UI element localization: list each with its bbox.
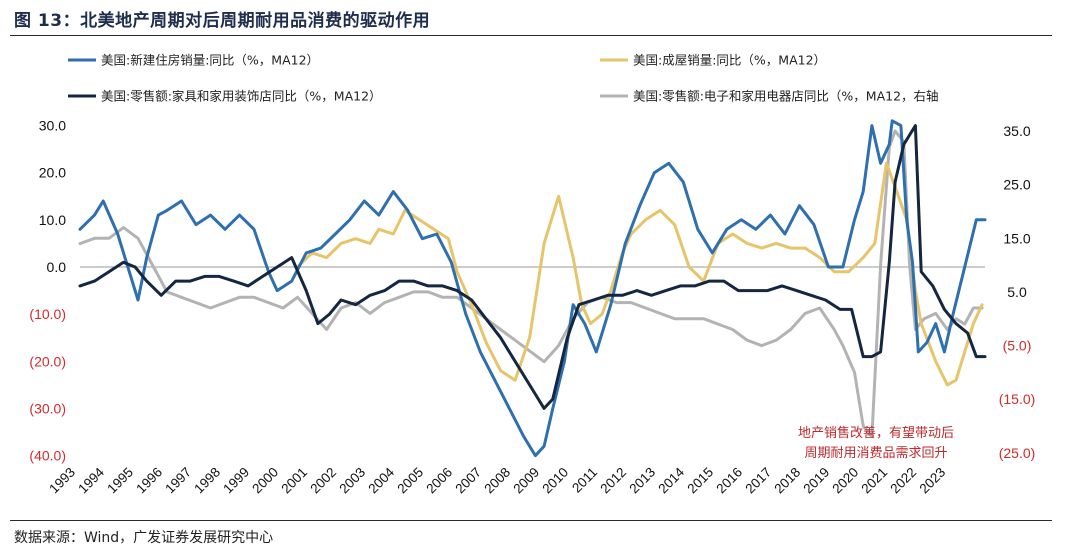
- x-tick-label: 2021: [858, 465, 890, 497]
- x-tick-label: 2010: [539, 465, 571, 497]
- x-tick-label: 1994: [75, 464, 107, 496]
- series-line-3: [78, 124, 987, 410]
- x-tick-label: 2017: [742, 465, 774, 497]
- x-tick-label: 1996: [133, 465, 165, 497]
- left-tick-label: (20.0): [29, 353, 66, 369]
- left-axis: 30.0 20.0 10.0 0.0 (10.0) (20.0) (30.0) (40.0): [29, 118, 66, 464]
- x-tick-label: 2000: [249, 464, 281, 496]
- line-chart: 美国:新建住房销量:同比（%，MA12） 美国:成屋销量:同比（%，MA12） 美国…: [29, 53, 1036, 497]
- x-tick-label: 2012: [597, 464, 629, 496]
- left-tick-label: (30.0): [29, 400, 66, 416]
- x-tick-label: 2013: [626, 464, 658, 496]
- x-tick-label: 2003: [336, 465, 368, 497]
- x-tick-label: 2006: [423, 465, 455, 497]
- right-tick-label: (15.0): [999, 391, 1036, 407]
- right-tick-label: 35.0: [1003, 123, 1030, 139]
- x-tick-label: 1999: [220, 464, 252, 496]
- right-tick-label: 25.0: [1003, 177, 1030, 193]
- x-tick-label: 2015: [684, 464, 716, 496]
- x-tick-label: 2020: [829, 465, 861, 497]
- x-axis: 1993199419951996199719981999200020012002…: [46, 464, 948, 496]
- x-tick-label: 1995: [104, 465, 136, 497]
- data-source: 数据来源：Wind，广发证券发展研究中心: [14, 530, 274, 546]
- x-tick-label: 2014: [655, 464, 687, 496]
- x-tick-label: 2009: [510, 465, 542, 497]
- series-lines: [78, 119, 987, 458]
- figure-title: 图 13：北美地产周期对后周期耐用品消费的驱动作用: [14, 11, 431, 31]
- bottom-rule: [10, 520, 1052, 521]
- legend-label-3: 美国:零售额:家具和家用装饰店同比（%，MA12）: [101, 89, 382, 104]
- right-axis: 35.0 25.0 15.0 5.0 (5.0) (15.0) (25.0): [999, 123, 1036, 461]
- legend-label-2: 美国:成屋销量:同比（%，MA12）: [633, 53, 826, 68]
- series-line-4: [78, 129, 984, 439]
- left-tick-label: (40.0): [29, 448, 66, 464]
- x-tick-label: 2011: [569, 465, 600, 496]
- x-tick-label: 2016: [713, 464, 745, 496]
- chart-legend: 美国:新建住房销量:同比（%，MA12） 美国:成屋销量:同比（%，MA12） 美国…: [68, 53, 939, 104]
- right-tick-label: 15.0: [1003, 230, 1030, 246]
- x-tick-label: 2002: [307, 465, 339, 497]
- annotation-line-2: 周期耐用消费品需求回升: [804, 446, 947, 461]
- left-tick-label: 30.0: [39, 118, 66, 134]
- right-tick-label: (25.0): [999, 445, 1036, 461]
- x-tick-label: 2023: [916, 465, 948, 497]
- x-tick-label: 1993: [46, 465, 78, 497]
- x-tick-label: 2022: [887, 465, 919, 497]
- x-tick-label: 2008: [481, 465, 513, 497]
- x-tick-label: 2004: [365, 464, 397, 496]
- x-tick-label: 2018: [771, 465, 803, 497]
- right-tick-label: (5.0): [1003, 338, 1032, 354]
- legend-label-4: 美国:零售额:电子和家用电器店同比（%，MA12，右轴: [633, 89, 939, 104]
- x-tick-label: 1997: [162, 464, 194, 496]
- x-tick-label: 2019: [800, 465, 832, 497]
- left-tick-label: (10.0): [29, 306, 66, 322]
- series-line-1: [78, 119, 987, 458]
- top-rule: [10, 35, 1052, 36]
- left-tick-label: 20.0: [39, 165, 66, 181]
- right-tick-label: 5.0: [1007, 284, 1027, 300]
- left-tick-label: 10.0: [39, 212, 66, 228]
- legend-label-1: 美国:新建住房销量:同比（%，MA12）: [101, 53, 319, 68]
- x-tick-label: 1998: [191, 464, 223, 496]
- x-tick-label: 2001: [278, 465, 310, 497]
- annotation-line-1: 地产销售改善，有望带动后: [798, 425, 954, 441]
- x-tick-label: 2007: [452, 465, 484, 497]
- left-tick-label: 0.0: [47, 259, 67, 275]
- x-tick-label: 2005: [394, 465, 426, 497]
